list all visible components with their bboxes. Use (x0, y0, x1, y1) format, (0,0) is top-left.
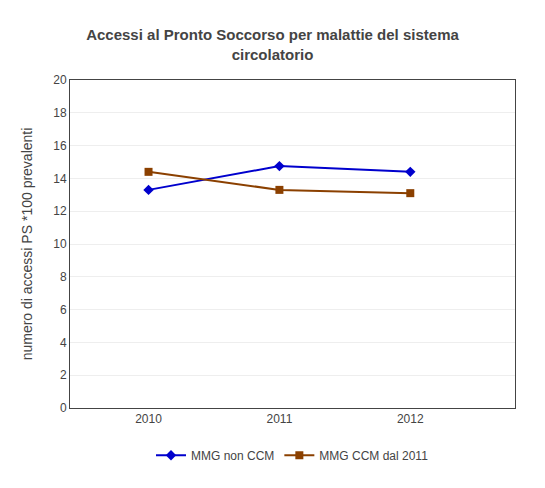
svg-text:0: 0 (60, 401, 67, 415)
svg-text:18: 18 (53, 106, 67, 120)
svg-text:4: 4 (60, 336, 67, 350)
svg-text:20: 20 (53, 73, 67, 87)
svg-text:numero di accessi PS *100 prev: numero di accessi PS *100 prevalenti (19, 128, 35, 361)
svg-text:12: 12 (53, 204, 67, 218)
svg-text:2010: 2010 (135, 412, 162, 426)
svg-text:16: 16 (53, 139, 67, 153)
svg-text:8: 8 (60, 270, 67, 284)
svg-text:MMG CCM dal 2011: MMG CCM dal 2011 (319, 449, 428, 463)
svg-text:6: 6 (60, 303, 67, 317)
svg-text:Accessi al Pronto Soccorso per: Accessi al Pronto Soccorso per malattie … (86, 26, 459, 63)
svg-text:14: 14 (53, 172, 67, 186)
svg-text:2011: 2011 (267, 412, 293, 426)
svg-text:MMG non CCM: MMG non CCM (191, 449, 274, 463)
svg-text:2: 2 (60, 368, 67, 382)
svg-text:2012: 2012 (397, 412, 424, 426)
svg-text:10: 10 (53, 237, 67, 251)
